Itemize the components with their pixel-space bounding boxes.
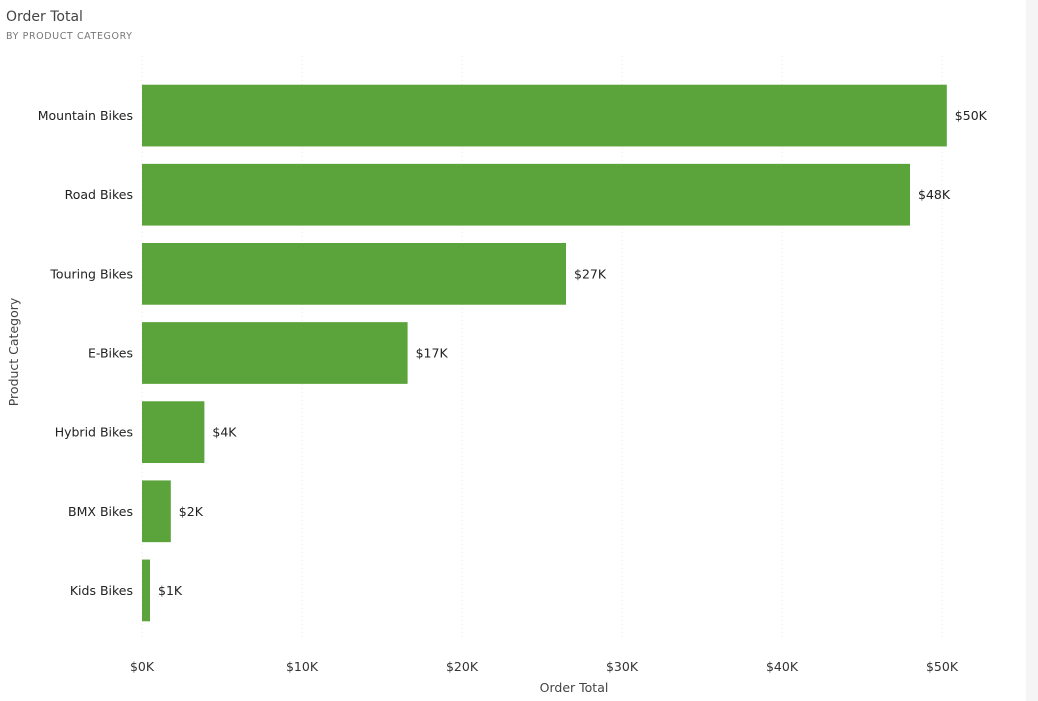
x-axis-title: Order Total [540,680,609,695]
x-tick-label: $30K [606,659,639,674]
category-label: BMX Bikes [68,504,133,519]
bar[interactable] [142,322,408,384]
x-axis-ticks: $0K $10K $20K $30K $40K $50K [130,659,959,674]
x-tick-label: $50K [926,659,959,674]
category-labels: Mountain Bikes Road Bikes Touring Bikes E-B… [38,108,133,598]
data-label: $1K [158,583,183,598]
data-label: $27K [574,266,607,281]
bar[interactable] [142,242,566,305]
bar[interactable] [142,401,205,464]
bar[interactable] [142,163,910,226]
chart-subtitle: BY PRODUCT CATEGORY [6,31,133,42]
bars [142,84,947,622]
data-label: $48K [918,187,951,202]
chart-title: Order Total [6,9,83,25]
data-label: $2K [179,504,204,519]
bar[interactable] [142,84,947,147]
x-tick-label: $0K [130,659,155,674]
x-tick-label: $40K [766,659,799,674]
x-tick-label: $10K [286,659,319,674]
x-tick-label: $20K [446,659,479,674]
data-labels: $50K $48K $27K $17K $4K $2K $1K [158,108,988,598]
right-scroll-strip [1026,0,1038,701]
category-label: Road Bikes [65,187,133,202]
data-label: $50K [955,108,988,123]
bar[interactable] [142,480,171,543]
category-label: Touring Bikes [49,266,133,281]
y-axis-title: Product Category [6,297,21,406]
data-label: $17K [416,346,449,361]
category-label: E-Bikes [88,346,133,361]
category-label: Mountain Bikes [38,108,133,123]
bar[interactable] [142,559,150,622]
category-label: Kids Bikes [70,583,133,598]
category-label: Hybrid Bikes [55,425,133,440]
data-label: $4K [212,425,237,440]
